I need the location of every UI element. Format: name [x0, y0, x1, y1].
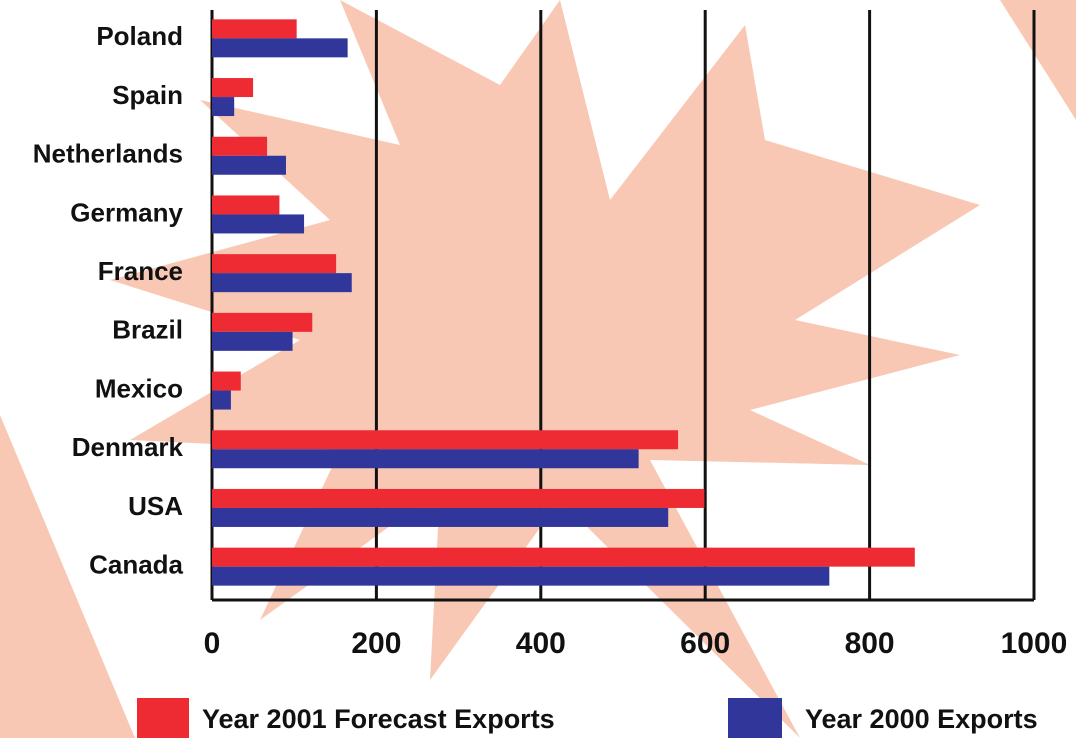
bar	[212, 507, 669, 527]
y-tick-label: Poland	[96, 21, 183, 51]
x-tick-label: 1000	[1001, 627, 1068, 660]
bar	[212, 566, 830, 586]
y-tick-label: Mexico	[95, 373, 183, 403]
x-tick-label: 200	[351, 627, 401, 660]
bar	[212, 155, 286, 175]
y-tick-label: Germany	[70, 197, 183, 227]
bar	[212, 195, 280, 215]
x-tick-label: 600	[680, 627, 730, 660]
y-tick-label: Denmark	[72, 432, 184, 462]
legend-label: Year 2000 Exports	[805, 704, 1038, 734]
bar	[212, 78, 254, 98]
bar	[212, 38, 348, 58]
x-tick-label: 800	[845, 627, 895, 660]
bar	[212, 19, 297, 39]
y-tick-label: Brazil	[112, 315, 183, 345]
bar	[212, 136, 268, 156]
bar	[212, 214, 305, 234]
y-tick-label: USA	[128, 491, 183, 521]
bar	[212, 449, 639, 469]
bar	[212, 312, 313, 332]
legend-swatch	[728, 698, 782, 738]
y-tick-label: Spain	[112, 80, 183, 110]
bar	[212, 331, 293, 351]
bar	[212, 273, 352, 293]
bar	[212, 97, 235, 117]
bar	[212, 547, 915, 567]
bar	[212, 371, 241, 391]
legend-label: Year 2001 Forecast Exports	[202, 704, 555, 734]
y-tick-label: Canada	[89, 550, 183, 580]
bar	[212, 390, 231, 410]
y-tick-label: France	[98, 256, 183, 286]
x-tick-label: 0	[204, 627, 221, 660]
x-tick-label: 400	[516, 627, 566, 660]
bar	[212, 488, 705, 508]
bar	[212, 254, 337, 274]
y-tick-label: Netherlands	[33, 139, 183, 169]
bar	[212, 430, 679, 450]
legend-swatch	[137, 698, 189, 738]
